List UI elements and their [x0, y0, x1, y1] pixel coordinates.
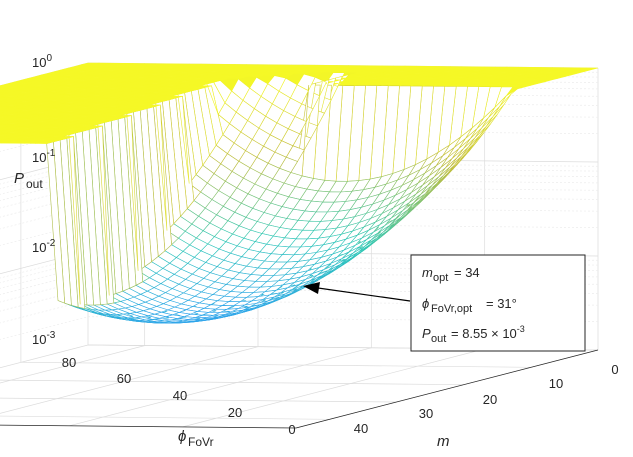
surface-cell — [0, 106, 11, 110]
m-tick-label: 40 — [354, 421, 368, 436]
z-tick-label: 10-3 — [32, 330, 56, 347]
z-tick-label: 100 — [32, 53, 52, 70]
grid-line — [182, 348, 485, 428]
surface-cell — [0, 90, 4, 93]
phi-tick-label: 0 — [288, 422, 295, 437]
grid-line — [0, 344, 89, 369]
m-axis-label: m — [437, 433, 450, 450]
surface-cell — [0, 115, 12, 119]
surface-cell — [0, 112, 3, 114]
phi-tick-label: 20 — [228, 405, 242, 420]
surface-cell — [0, 108, 16, 112]
surface-cell — [0, 119, 10, 122]
svg-text:10-3: 10-3 — [32, 330, 56, 347]
surface-cell — [0, 139, 4, 141]
svg-text:out: out — [26, 177, 43, 191]
surface-cell — [0, 90, 15, 94]
surface-cell — [0, 105, 7, 108]
surface-cell — [0, 103, 2, 105]
surface-cell — [0, 130, 4, 132]
annotation-arrow-line — [317, 287, 411, 302]
surface-cell — [0, 128, 10, 131]
m-tick-label: 0 — [611, 362, 618, 377]
surface-mesh — [0, 62, 599, 324]
svg-text:FoVr: FoVr — [188, 435, 214, 449]
surface-cell — [0, 96, 6, 99]
phi-tick-label: 40 — [173, 388, 187, 403]
surface-cell — [0, 114, 19, 117]
surface-cell — [0, 103, 14, 106]
svg-text:opt: opt — [433, 272, 448, 284]
surface-cell — [0, 114, 7, 117]
surface-cell — [0, 99, 4, 102]
svg-text:ϕ: ϕ — [422, 296, 429, 311]
surface-cell — [0, 88, 11, 92]
grid-line — [0, 345, 145, 384]
surface-cell — [0, 105, 18, 108]
z-axis-label: P out — [14, 170, 43, 191]
surface-cell — [0, 110, 9, 113]
surface-cell — [0, 92, 8, 95]
grid-line — [20, 361, 531, 368]
surface-cell — [0, 117, 5, 120]
grid-line — [0, 346, 259, 414]
surface-cell — [0, 135, 6, 138]
surface-cell — [0, 133, 1, 135]
surface-cell — [0, 132, 8, 135]
svg-text:P: P — [14, 170, 24, 187]
surface-cell — [0, 108, 5, 111]
svg-text:out: out — [431, 333, 446, 345]
svg-text:= 34: = 34 — [454, 265, 480, 280]
surface-cell — [0, 121, 3, 123]
surface-cell — [0, 133, 13, 137]
annotation-arrow-head — [303, 282, 320, 294]
surface-cell — [0, 121, 14, 124]
svg-text:m: m — [422, 265, 433, 280]
m-tick-label: 30 — [419, 406, 433, 421]
surface-cell — [0, 130, 15, 133]
surface-cell — [0, 141, 9, 144]
z-tick-label: 10-2 — [32, 238, 56, 255]
svg-text:10-1: 10-1 — [32, 148, 56, 165]
annotation-box — [410, 254, 586, 352]
svg-text:ϕ: ϕ — [178, 428, 186, 445]
phi-tick-label: 80 — [62, 355, 76, 370]
surface-cell — [0, 97, 11, 101]
grid-line — [0, 156, 89, 181]
surface-cell — [0, 112, 14, 115]
svg-text:FoVr,opt: FoVr,opt — [431, 303, 472, 315]
svg-text:P: P — [422, 326, 431, 341]
surface-cell — [0, 101, 9, 104]
grid-line — [0, 397, 397, 403]
surface-cell — [0, 137, 11, 140]
surface-cell — [0, 94, 13, 97]
grid-line — [0, 250, 89, 275]
m-tick-label: 20 — [483, 392, 497, 407]
surface-cell — [0, 85, 13, 88]
grid-line — [0, 415, 330, 420]
svg-text:10-2: 10-2 — [32, 238, 56, 255]
phi-tick-label: 60 — [117, 371, 131, 386]
annotation-m-opt: m opt = 34 — [422, 265, 480, 284]
svg-text:= 31°: = 31° — [486, 296, 517, 311]
surface-cell — [0, 123, 8, 126]
surface-cell — [0, 94, 2, 96]
m-tick-label: 10 — [549, 376, 563, 391]
svg-text:100: 100 — [32, 53, 52, 70]
grid-line — [69, 347, 372, 427]
surface-cell — [0, 99, 16, 103]
annotation-phi-opt: ϕ FoVr,opt = 31° — [422, 296, 517, 315]
surface-cell — [0, 124, 12, 128]
grid-line — [0, 379, 464, 386]
surface-cell — [0, 126, 6, 129]
annotation-p-out: P out = 8.55 × 10-3 — [422, 324, 525, 345]
axis-line — [295, 349, 599, 429]
z-tick-label: 10-1 — [32, 148, 56, 165]
axis-line — [0, 424, 297, 429]
svg-text:= 8.55 × 10-3: = 8.55 × 10-3 — [451, 324, 525, 341]
phi-axis-label: ϕ FoVr — [178, 428, 214, 449]
surface-cell — [0, 139, 15, 142]
surface-cell — [0, 87, 6, 90]
